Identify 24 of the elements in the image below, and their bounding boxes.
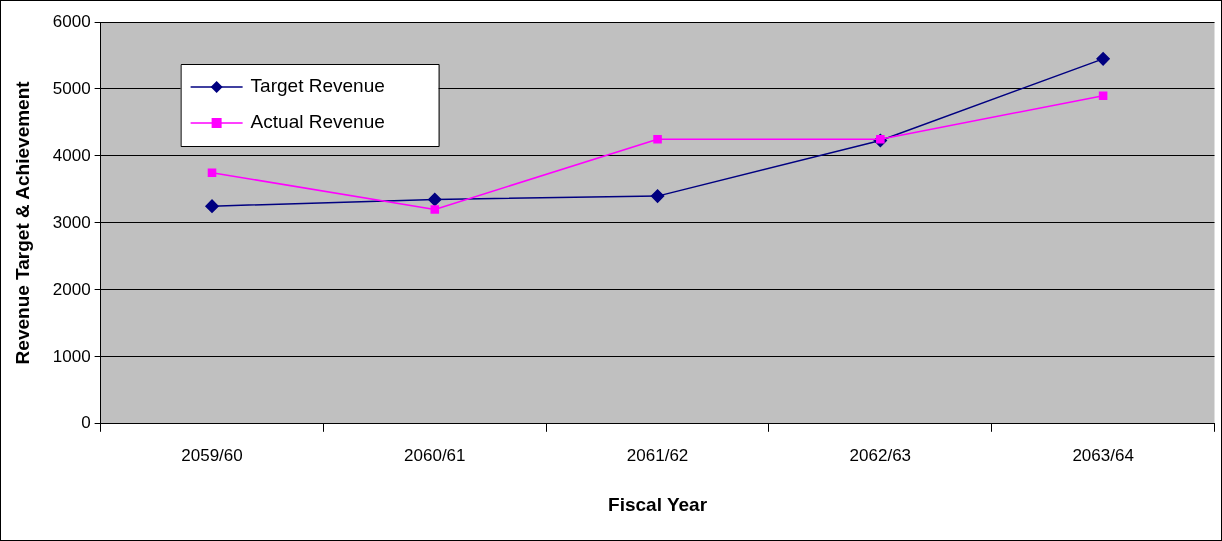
- y-tick-label: 0: [81, 413, 91, 433]
- legend-label: Actual Revenue: [250, 111, 385, 133]
- x-tick-label: 2061/62: [626, 445, 689, 465]
- point: [1096, 52, 1110, 66]
- point: [1098, 91, 1108, 100]
- y-tick-label: 1000: [52, 346, 91, 366]
- y-axis-title: Revenue Target & Achievement: [11, 80, 33, 365]
- y-tick-label: 3000: [52, 212, 91, 232]
- point: [650, 189, 665, 203]
- point: [653, 134, 662, 144]
- x-tick-label: 2062/63: [849, 445, 912, 465]
- point: [428, 192, 442, 207]
- x-axis-title: Fiscal Year: [608, 493, 708, 515]
- x-tick-label: 2063/64: [1072, 445, 1134, 465]
- x-tick-label: 2059/60: [181, 445, 243, 465]
- legend-label: Target Revenue: [250, 75, 385, 97]
- y-tick-label: 6000: [52, 11, 91, 31]
- y-tick-label: 4000: [52, 145, 91, 165]
- x-tick-label: 2060/61: [404, 445, 466, 465]
- point: [207, 168, 217, 177]
- y-tick-label: 5000: [52, 78, 91, 98]
- point: [430, 205, 440, 214]
- point: [205, 199, 219, 213]
- y-tick-label: 2000: [52, 279, 91, 299]
